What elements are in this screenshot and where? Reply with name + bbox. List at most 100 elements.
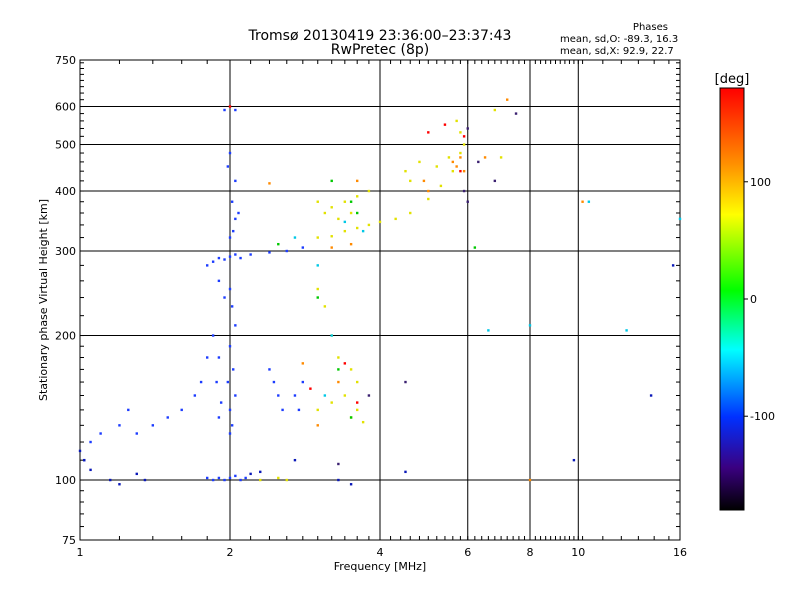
colorbar [719,87,745,511]
data-point [215,380,218,384]
data-point [217,356,221,359]
data-point [301,246,305,249]
data-point [581,200,584,203]
data-point [293,394,297,397]
phase-stats-x: mean, sd,X: 92.9, 22.7 [560,46,674,57]
data-point [451,169,455,173]
y-tick-label: 200 [55,330,76,343]
data-point [337,478,340,482]
data-point [228,236,232,239]
data-point [483,156,487,159]
data-point [427,197,430,201]
data-point [323,305,327,308]
data-point [223,258,226,261]
data-point [349,368,353,371]
data-point [226,380,230,384]
data-point [459,169,462,173]
data-point [285,249,288,253]
data-point [301,380,305,384]
data-point [228,105,232,108]
data-point [427,189,430,193]
data-point [649,394,653,397]
data-point [404,380,407,384]
data-point [330,179,333,183]
data-point [228,345,232,348]
chart-subtitle: RwPretec (8p) [330,42,430,58]
data-point [462,189,466,193]
data-point [143,478,147,482]
data-point [211,260,215,263]
chart-title: Tromsø 20130419 23:36:00–23:37:43 [248,28,512,44]
data-point [309,387,312,390]
data-point [330,334,333,337]
data-point [349,200,353,203]
data-point [228,408,232,412]
data-point [268,368,271,371]
data-point [462,169,466,173]
y-tick-label: 600 [55,101,76,114]
data-point [572,458,576,462]
data-point [127,408,130,412]
x-tick-label: 10 [571,546,585,559]
data-point [217,416,221,419]
data-point [234,474,237,478]
data-point [337,368,340,371]
y-tick-label: 500 [55,139,76,152]
data-point [268,182,271,185]
data-point [268,251,271,254]
data-point [272,380,276,384]
data-point [226,165,230,168]
data-point [99,432,102,435]
y-tick-label: 100 [55,474,76,487]
data-point [427,131,430,134]
data-point [349,416,353,419]
data-point [493,108,497,112]
colorbar-tick-label: 100 [750,176,771,189]
data-point [228,287,232,291]
data-point [404,169,407,173]
data-point [249,472,252,476]
data-point [219,401,223,404]
data-point [409,179,412,183]
x-tick-label: 6 [464,546,471,559]
data-point [151,424,155,427]
y-tick-label: 75 [62,534,76,547]
data-point [528,478,532,482]
data-point [277,476,280,480]
data-point [422,179,426,183]
colorbar-label: [deg] [715,72,750,87]
data-point [343,220,347,224]
data-point [625,329,628,332]
data-point [228,151,232,155]
data-point [297,408,301,412]
data-point [330,401,333,404]
data-point [316,200,319,203]
data-point [462,143,466,146]
data-point [234,324,237,327]
data-point [493,179,497,183]
x-tick-label: 8 [527,546,534,559]
data-point [528,324,532,327]
data-point [355,195,359,198]
data-point [217,279,221,283]
data-point [205,264,209,267]
x-tick-label: 16 [673,546,687,559]
colorbar-tick-label: 0 [750,293,757,306]
data-point [409,211,412,215]
data-point [466,127,469,130]
data-point [323,394,327,397]
data-point [343,394,347,397]
data-point [239,478,242,482]
data-point [394,217,397,221]
data-point [462,135,466,138]
data-point [330,246,333,249]
data-point [118,483,121,486]
data-point [337,380,340,384]
x-tick-label: 1 [77,546,84,559]
data-point [477,160,480,164]
data-point [459,156,462,159]
data-point [361,420,365,424]
data-point [118,424,121,427]
